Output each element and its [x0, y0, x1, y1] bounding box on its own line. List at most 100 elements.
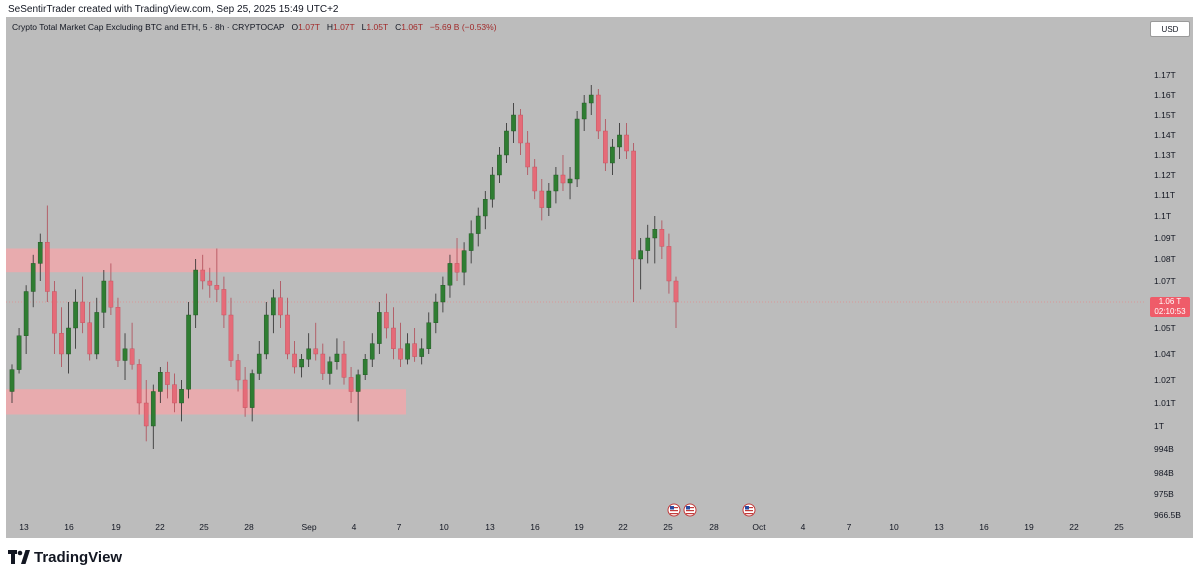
candle[interactable] [588, 85, 594, 115]
candle[interactable] [666, 233, 672, 294]
supply-demand-zone[interactable] [6, 248, 465, 273]
candle[interactable] [207, 267, 213, 298]
candle[interactable] [158, 367, 163, 403]
candle[interactable] [271, 289, 276, 334]
supply-demand-zone[interactable] [6, 389, 406, 415]
candle[interactable] [377, 302, 382, 354]
candle[interactable] [306, 333, 312, 367]
candle[interactable] [228, 297, 234, 367]
candle[interactable] [235, 354, 241, 392]
candle[interactable] [214, 248, 220, 303]
candle[interactable] [249, 369, 255, 422]
candle[interactable] [398, 322, 403, 367]
candle[interactable] [603, 119, 608, 171]
candle[interactable] [256, 341, 262, 380]
candle[interactable] [532, 159, 538, 200]
candle[interactable] [16, 328, 22, 374]
time-axis[interactable]: 13 16 19 22 25 28 Sep 4 7 10 13 16 19 22 25 28 Oct 4 7 10 13… [19, 522, 1124, 532]
candle[interactable] [645, 224, 651, 264]
symbol-legend[interactable]: Crypto Total Market Cap Excluding BTC an… [12, 22, 497, 32]
candle[interactable] [129, 322, 135, 370]
candle[interactable] [553, 167, 559, 204]
candle[interactable] [165, 361, 170, 399]
candle[interactable] [362, 354, 368, 380]
candle[interactable] [426, 312, 432, 354]
candle[interactable] [23, 285, 29, 354]
us-flag-event-icon[interactable] [683, 503, 697, 517]
candle[interactable] [518, 109, 523, 155]
tradingview-brand[interactable]: TradingView [8, 548, 122, 566]
candle[interactable] [30, 254, 36, 308]
candle[interactable] [263, 302, 269, 360]
candle[interactable] [384, 293, 389, 339]
candle[interactable] [9, 364, 15, 403]
candle[interactable] [355, 369, 361, 422]
candle[interactable] [433, 293, 439, 334]
candle[interactable] [482, 191, 488, 230]
candle[interactable] [490, 167, 495, 208]
candle[interactable] [511, 103, 516, 143]
candle[interactable] [87, 302, 93, 361]
candle[interactable] [560, 155, 566, 191]
candle[interactable] [115, 297, 121, 367]
us-flag-event-icon[interactable] [742, 503, 756, 517]
candle[interactable] [94, 297, 100, 360]
candle[interactable] [638, 238, 644, 290]
candle[interactable] [285, 297, 290, 360]
us-flag-event-icon[interactable] [667, 503, 681, 517]
candle[interactable] [673, 276, 679, 328]
candle[interactable] [617, 123, 622, 159]
candle[interactable] [45, 205, 50, 303]
candle[interactable] [327, 356, 333, 385]
candle[interactable] [334, 338, 340, 370]
candle[interactable] [461, 242, 467, 286]
candle[interactable] [348, 367, 354, 403]
chart-pane[interactable]: 1.17T 1.16T 1.15T 1.14T 1.13T 1.12T 1.11T 1.1T 1… [6, 17, 1193, 538]
candle[interactable] [200, 254, 206, 290]
candle[interactable] [186, 302, 191, 399]
candle[interactable] [313, 322, 319, 361]
candle[interactable] [108, 263, 114, 315]
candle[interactable] [320, 343, 326, 380]
candle[interactable] [525, 131, 530, 175]
candle[interactable] [659, 220, 665, 259]
candle[interactable] [242, 367, 248, 417]
candle[interactable] [539, 179, 545, 221]
candle[interactable] [419, 338, 425, 365]
candle[interactable] [440, 276, 446, 313]
candle[interactable] [475, 207, 481, 247]
candle[interactable] [73, 289, 78, 349]
candle[interactable] [143, 380, 149, 442]
candle[interactable] [391, 307, 396, 360]
candle[interactable] [150, 384, 156, 449]
candle[interactable] [504, 123, 509, 163]
candle[interactable] [581, 95, 587, 131]
candle[interactable] [631, 143, 636, 302]
candle[interactable] [652, 216, 658, 264]
candle[interactable] [172, 373, 177, 413]
candle[interactable] [122, 333, 128, 380]
candle[interactable] [292, 341, 297, 374]
candle[interactable] [80, 276, 85, 334]
candle[interactable] [574, 111, 580, 187]
candle[interactable] [37, 233, 43, 281]
candle[interactable] [567, 167, 573, 200]
candle[interactable] [546, 183, 552, 216]
candle[interactable] [136, 359, 142, 415]
candle[interactable] [299, 354, 304, 378]
candle[interactable] [278, 281, 283, 328]
candle[interactable] [66, 302, 71, 374]
candle[interactable] [101, 270, 107, 328]
candle[interactable] [59, 307, 64, 367]
candle[interactable] [341, 341, 347, 385]
event-markers[interactable] [667, 503, 756, 517]
candle[interactable] [221, 276, 227, 328]
candle[interactable] [193, 259, 198, 328]
candle[interactable] [52, 281, 57, 354]
candlestick-chart[interactable]: 1.17T 1.16T 1.15T 1.14T 1.13T 1.12T 1.11T 1.1T 1… [6, 17, 1193, 538]
candle[interactable] [497, 147, 502, 183]
candle[interactable] [624, 123, 629, 159]
currency-button[interactable]: USD [1150, 21, 1190, 37]
price-axis[interactable]: 1.17T 1.16T 1.15T 1.14T 1.13T 1.12T 1.11T 1.1T 1… [1154, 70, 1181, 520]
candle[interactable] [369, 333, 375, 367]
